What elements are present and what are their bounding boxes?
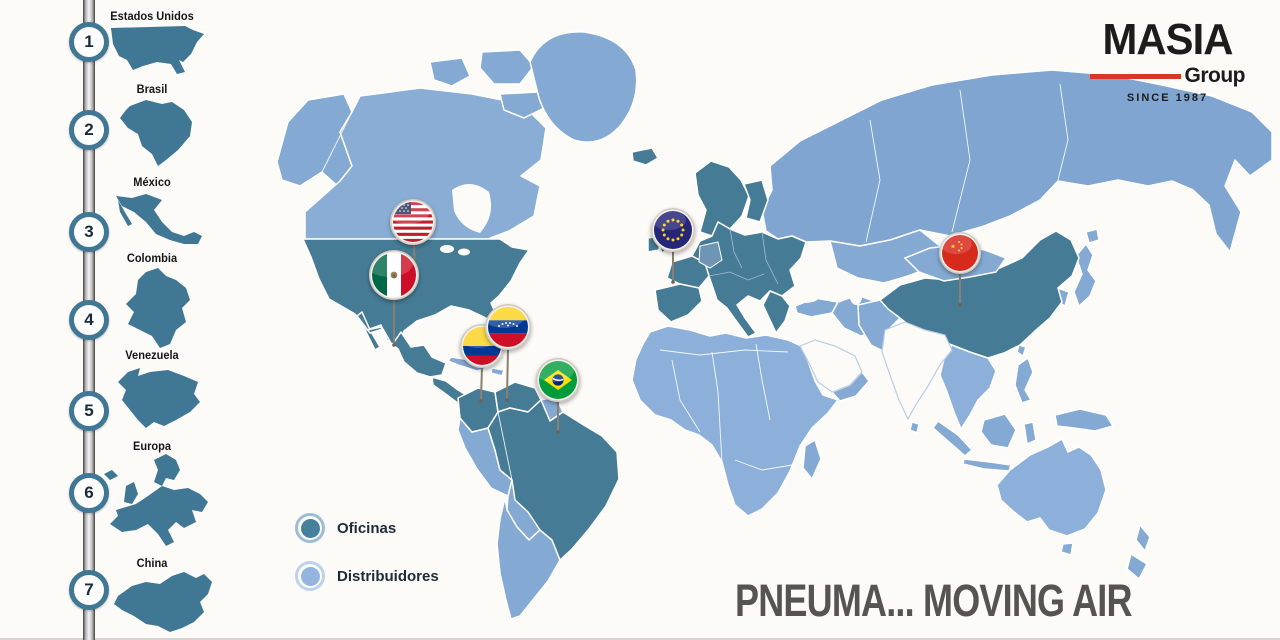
country-borders (321, 83, 1069, 481)
logo-name: MASIA (1102, 15, 1234, 64)
usa-flag-pin[interactable] (386, 198, 436, 245)
colombia-silhouette (126, 268, 190, 348)
country-label: Europa (132, 439, 172, 453)
country-label: Colombia (126, 251, 178, 265)
mexico-silhouette (116, 194, 202, 244)
step-number: 5 (69, 391, 109, 431)
offices-label: Oficinas (337, 519, 397, 537)
logo-since-text: SINCE 1987 (1126, 92, 1209, 104)
brasil-silhouette (120, 100, 192, 166)
step-number: 2 (69, 110, 109, 150)
country-label: Estados Unidos (110, 9, 194, 23)
usa-silhouette (111, 26, 204, 74)
brazil-flag-pin[interactable] (534, 358, 580, 402)
country-label: México (133, 175, 171, 189)
map-legend: Oficinas Distribuidores (295, 513, 439, 609)
legend-offices: Oficinas (295, 513, 439, 543)
germany-shape (698, 241, 723, 269)
slogan-text: PNEUMA... MOVING AIR (735, 575, 1132, 626)
uncolored-countries (799, 321, 953, 421)
step-number: 1 (69, 22, 109, 62)
europe-borders (708, 228, 779, 285)
step-number: 7 (69, 570, 109, 610)
distributor-countries (276, 31, 1273, 620)
venezuela-flag-pin[interactable] (483, 304, 531, 350)
logo-group-text: Group (1184, 64, 1246, 87)
step-number: 4 (69, 300, 109, 340)
europa-silhouette (104, 454, 208, 546)
europe-flag-pin[interactable] (651, 208, 695, 252)
legend-distributors: Distribuidores (295, 561, 439, 591)
distributors-dot-icon (295, 561, 325, 591)
step-number: 6 (69, 473, 109, 513)
distributors-label: Distribuidores (337, 567, 439, 585)
venezuela-silhouette (118, 368, 200, 428)
country-label: Venezuela (125, 348, 179, 362)
offices-dot-icon (295, 513, 325, 543)
country-label: Brasil (136, 82, 168, 96)
mexico-flag-pin[interactable] (365, 249, 419, 300)
country-label: China (136, 556, 168, 570)
map-markers (365, 198, 981, 434)
water-cutouts (440, 183, 863, 305)
logo-red-line (1090, 73, 1181, 79)
china-flag-pin[interactable] (939, 232, 981, 274)
masia-group-logo: MASIA Group SINCE 1987 (1090, 18, 1245, 104)
step-number: 3 (69, 212, 109, 252)
china-silhouette (114, 572, 212, 632)
